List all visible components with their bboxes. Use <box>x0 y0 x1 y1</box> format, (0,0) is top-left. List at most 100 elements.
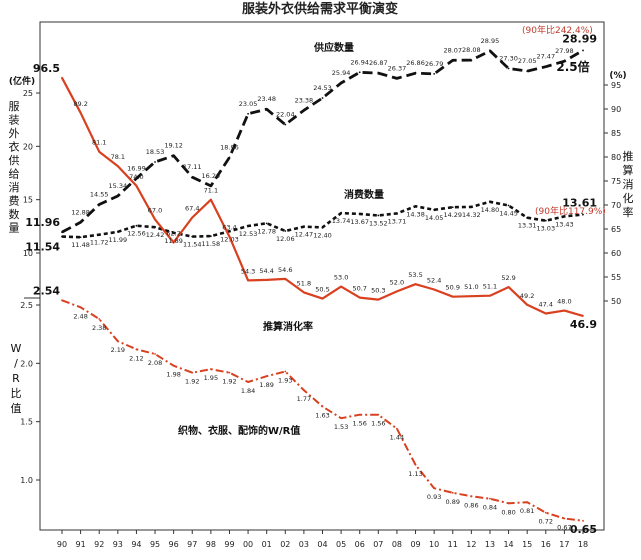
x-tick-label: 06 <box>355 540 365 549</box>
right-axis-title-char: 率 <box>623 205 634 219</box>
x-tick-label: 14 <box>503 540 513 549</box>
data-point <box>377 214 380 217</box>
value-label: 11.54 <box>183 241 202 249</box>
right-tick-label: 70 <box>611 201 621 210</box>
value-label: 12.03 <box>220 235 239 243</box>
value-label: 1.53 <box>334 423 348 431</box>
data-point <box>582 314 584 317</box>
wr-tick-label: 1.5 <box>20 418 33 427</box>
supply-multiple-note: 2.5倍 <box>556 59 589 74</box>
series-line-0 <box>61 49 584 234</box>
data-point <box>265 108 268 111</box>
right-tick-label: 65 <box>611 225 621 234</box>
data-point <box>284 278 287 280</box>
value-label: 19.12 <box>164 142 183 150</box>
data-point <box>228 156 231 159</box>
right-tick-label: 80 <box>611 153 621 162</box>
left-axis-title-char: 数 <box>9 208 20 221</box>
value-label: 11.96 <box>25 216 60 229</box>
data-point <box>98 233 101 236</box>
x-tick-label: 12 <box>466 540 476 549</box>
data-point <box>489 294 491 297</box>
data-point <box>414 463 417 466</box>
value-label: 1.13 <box>408 470 422 478</box>
x-tick-label: 05 <box>336 540 346 549</box>
x-tick-label: 13 <box>485 540 495 549</box>
data-point <box>396 290 398 293</box>
right-axis-unit: (%) <box>609 71 626 81</box>
data-point <box>79 236 82 239</box>
value-label: 17.11 <box>183 163 202 171</box>
x-tick-label: 15 <box>522 540 532 549</box>
data-point <box>154 161 156 163</box>
data-point <box>582 519 584 522</box>
value-label: 13.71 <box>388 217 407 225</box>
value-label: 23.48 <box>257 95 276 103</box>
data-point <box>377 298 380 301</box>
x-tick-label: 96 <box>169 540 179 549</box>
value-label: 52.9 <box>501 274 515 282</box>
data-point <box>358 413 361 416</box>
data-point <box>228 371 231 374</box>
value-label: 1.93 <box>278 377 292 385</box>
value-label: 23.05 <box>239 100 258 108</box>
data-point <box>247 225 249 227</box>
value-label: 27.98 <box>555 47 574 55</box>
data-point <box>61 235 63 238</box>
data-point <box>191 176 194 179</box>
x-tick-label: 16 <box>541 540 551 549</box>
data-point <box>377 72 380 74</box>
value-label: 12.06 <box>276 235 295 243</box>
data-point <box>247 279 249 282</box>
data-point <box>228 230 231 233</box>
value-label: 28.08 <box>462 46 481 54</box>
x-tick-label: 10 <box>429 540 439 549</box>
value-label: 28.99 <box>562 32 597 45</box>
value-label: 1.89 <box>259 381 273 389</box>
value-label: 63.4 <box>222 224 236 232</box>
data-point <box>451 491 454 494</box>
value-label: 1.56 <box>352 420 366 428</box>
value-label: 26.94 <box>350 58 369 66</box>
data-point <box>433 208 436 211</box>
left-axis-title-char: 供 <box>9 153 20 167</box>
value-label: 2.08 <box>148 359 162 367</box>
data-point <box>563 309 566 312</box>
value-label: 11.99 <box>109 236 128 244</box>
data-point <box>172 231 175 234</box>
value-label: 50.7 <box>352 285 366 293</box>
value-label: 1.77 <box>297 395 311 403</box>
data-point <box>526 501 529 504</box>
data-point <box>191 371 194 374</box>
left-tick-label: 25 <box>23 89 33 98</box>
value-label: 12.47 <box>295 231 314 239</box>
value-label: 62.2 <box>166 229 180 237</box>
data-point <box>526 303 529 306</box>
value-label: 12.56 <box>127 230 146 238</box>
value-label: 24.53 <box>313 84 332 92</box>
value-label: 14.45 <box>499 210 518 218</box>
right-tick-label: 50 <box>611 297 621 306</box>
data-point <box>340 417 343 420</box>
x-tick-label: 94 <box>131 540 141 549</box>
data-point <box>414 205 417 208</box>
data-point <box>98 203 101 206</box>
data-point <box>191 216 194 219</box>
consumption-series-label: 消费数量 <box>344 188 384 201</box>
data-point <box>358 296 361 299</box>
data-point <box>284 230 287 232</box>
data-point <box>470 206 473 208</box>
data-point <box>507 67 510 70</box>
data-point <box>247 112 249 115</box>
sellthrough-series-label: 推算消化率 <box>263 320 313 333</box>
value-label: 1.84 <box>241 387 255 395</box>
value-label: 11.58 <box>202 240 221 248</box>
wr-axis-title-char: / <box>14 357 18 370</box>
value-label: 12.40 <box>313 231 332 239</box>
data-point <box>116 165 119 168</box>
axes-layer: 90 91 92 93 94 95 96 97 98 99 00 01 02 03 04 05 06 07 08 09… <box>9 81 634 549</box>
value-label: 67.0 <box>148 206 162 214</box>
data-point <box>396 77 398 80</box>
x-tick-label: 07 <box>373 540 383 549</box>
